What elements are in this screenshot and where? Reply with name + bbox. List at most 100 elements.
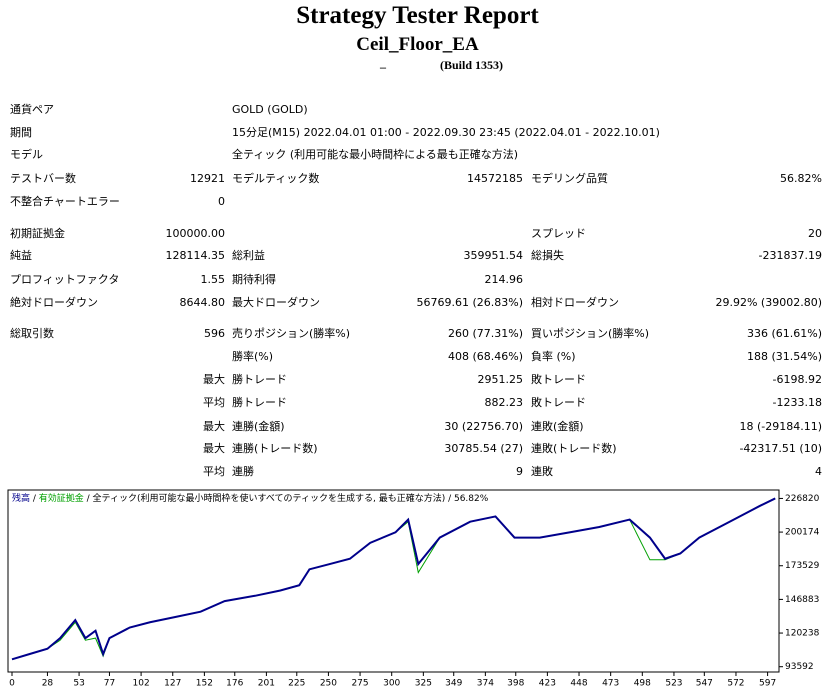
x-tick-label: 597 bbox=[759, 679, 776, 689]
x-tick-label: 102 bbox=[133, 679, 150, 689]
row-value: 30 (22756.70) bbox=[444, 420, 523, 433]
row-value: 14572185 bbox=[467, 172, 523, 185]
row-label: モデリング品質 bbox=[531, 172, 608, 185]
row-value: -1233.18 bbox=[772, 396, 822, 409]
row-label: 最大ドローダウン bbox=[232, 296, 320, 309]
legend: 残高 / 有効証拠金 / 全ティック(利用可能な最小時間枠を使いすべてのティック… bbox=[12, 492, 489, 504]
row-label: モデルティック数 bbox=[232, 172, 320, 185]
series-line bbox=[11, 497, 776, 661]
row-label: 相対ドローダウン bbox=[531, 296, 619, 309]
y-tick-label: 120238 bbox=[785, 629, 820, 639]
y-tick-label: 93592 bbox=[785, 662, 814, 672]
row-label: 期待利得 bbox=[232, 273, 276, 286]
row-label: 通貨ペア bbox=[10, 103, 54, 116]
plot-frame bbox=[7, 489, 780, 673]
ea-name: Ceil_Floor_EA bbox=[356, 34, 479, 55]
x-tick-label: 300 bbox=[383, 679, 400, 689]
row-label: 勝率(%) bbox=[232, 350, 274, 363]
y-tick-label: 200174 bbox=[785, 528, 820, 538]
row-value: 408 (68.46%) bbox=[447, 350, 523, 363]
row-value: 9 bbox=[516, 465, 523, 478]
build: (Build 1353) bbox=[440, 58, 504, 72]
row-label: 総利益 bbox=[232, 249, 265, 262]
legend-entry: / bbox=[30, 494, 39, 504]
x-tick-label: 325 bbox=[415, 679, 432, 689]
row-label: 連勝(トレード数) bbox=[232, 442, 318, 455]
row-value: 29.92% (39002.80) bbox=[715, 296, 822, 309]
row-label: テストバー数 bbox=[10, 172, 76, 185]
row-value: 20 bbox=[808, 227, 822, 240]
row-label: 総取引数 bbox=[10, 327, 54, 340]
legend-entry: 残高 bbox=[12, 492, 30, 504]
x-tick-label: 152 bbox=[196, 679, 213, 689]
row-value: 596 bbox=[204, 327, 225, 340]
row-value: 56769.61 (26.83%) bbox=[416, 296, 523, 309]
row-value: 188 (31.54%) bbox=[746, 350, 822, 363]
legend-entry: 有効証拠金 bbox=[39, 492, 84, 504]
row-label: 敗トレード bbox=[531, 396, 586, 409]
row-label: 総損失 bbox=[531, 249, 564, 262]
row-value: 336 (61.61%) bbox=[746, 327, 822, 340]
row-value: 128114.35 bbox=[165, 249, 226, 262]
row-value: 最大 bbox=[203, 373, 225, 386]
row-value: -231837.19 bbox=[758, 249, 822, 262]
row-value: 最大 bbox=[203, 442, 225, 455]
row-value: 12921 bbox=[190, 172, 225, 185]
row-label: 買いポジション(勝率%) bbox=[531, 327, 650, 340]
row-label: 売りポジション(勝率%) bbox=[232, 327, 351, 340]
row-value: 1.55 bbox=[200, 273, 226, 286]
x-tick-label: 77 bbox=[104, 679, 115, 689]
row-label: 絶対ドローダウン bbox=[10, 296, 98, 309]
x-tick-label: 0 bbox=[9, 679, 15, 689]
x-tick-label: 572 bbox=[727, 679, 744, 689]
x-tick-label: 349 bbox=[445, 679, 462, 689]
row-value: 全ティック (利用可能な最小時間枠による最も正確な方法) bbox=[232, 148, 519, 161]
row-label: 連勝 bbox=[232, 465, 254, 478]
row-value: 8644.80 bbox=[179, 296, 226, 309]
row-value: 18 (-29184.11) bbox=[739, 420, 822, 433]
x-tick-label: 176 bbox=[226, 679, 243, 689]
row-label: 連敗(金額) bbox=[531, 420, 584, 433]
row-label: 不整合チャートエラー bbox=[10, 195, 120, 208]
x-tick-label: 275 bbox=[351, 679, 368, 689]
row-value: 0 bbox=[218, 195, 225, 208]
row-value: 2951.25 bbox=[477, 373, 524, 386]
row-value: 100000.00 bbox=[165, 227, 226, 240]
x-tick-label: 498 bbox=[634, 679, 651, 689]
row-label: 勝トレード bbox=[232, 396, 287, 409]
row-label: モデル bbox=[10, 148, 43, 161]
x-tick-label: 201 bbox=[258, 679, 275, 689]
x-tick-label: 398 bbox=[507, 679, 524, 689]
x-tick-label: 127 bbox=[164, 679, 181, 689]
row-value: 882.23 bbox=[484, 396, 524, 409]
title: Strategy Tester Report bbox=[296, 2, 539, 29]
row-value: -42317.51 (10) bbox=[739, 442, 822, 455]
row-label: 敗トレード bbox=[531, 373, 586, 386]
x-tick-label: 250 bbox=[320, 679, 337, 689]
row-label: 連敗 bbox=[531, 465, 553, 478]
row-value: 4 bbox=[815, 465, 822, 478]
account: _ bbox=[380, 56, 386, 70]
x-tick-label: 28 bbox=[42, 679, 54, 689]
row-label: 期間 bbox=[10, 126, 32, 139]
row-value: 260 (77.31%) bbox=[447, 327, 523, 340]
x-tick-label: 523 bbox=[665, 679, 682, 689]
row-value: 56.82% bbox=[780, 172, 822, 185]
x-tick-label: 473 bbox=[602, 679, 619, 689]
row-value: 359951.54 bbox=[463, 249, 524, 262]
row-value: 平均 bbox=[203, 396, 225, 409]
x-tick-label: 225 bbox=[288, 679, 305, 689]
row-label: プロフィットファクタ bbox=[10, 273, 120, 286]
row-label: 純益 bbox=[10, 249, 32, 262]
y-tick-label: 226820 bbox=[785, 494, 820, 504]
x-tick-label: 448 bbox=[570, 679, 587, 689]
y-tick-label: 173529 bbox=[785, 561, 820, 571]
chart: 93592 120238 146883 173529 200174 226820 0 28 53… bbox=[7, 489, 820, 689]
row-value: -6198.92 bbox=[772, 373, 822, 386]
x-tick-label: 547 bbox=[696, 679, 713, 689]
x-tick-label: 374 bbox=[477, 679, 494, 689]
row-value: 15分足(M15) 2022.04.01 01:00 - 2022.09.30 … bbox=[232, 126, 660, 139]
row-label: 連敗(トレード数) bbox=[531, 442, 617, 455]
row-label: 負率 (%) bbox=[531, 350, 576, 363]
